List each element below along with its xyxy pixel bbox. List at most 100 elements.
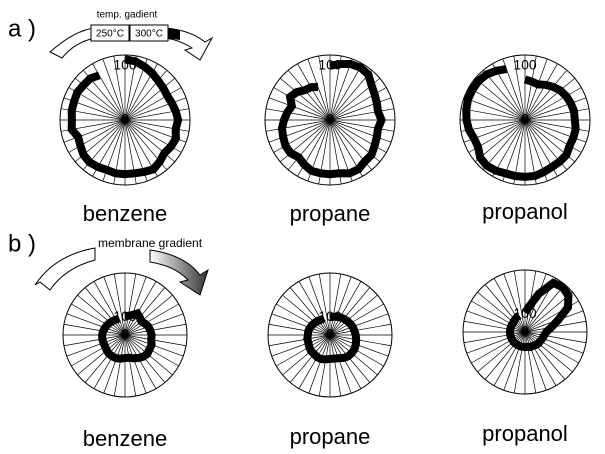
temp-box [129, 24, 169, 42]
spoke [524, 331, 537, 394]
spoke [524, 331, 587, 344]
spoke [524, 331, 547, 391]
spoke [298, 334, 331, 389]
spoke [329, 313, 389, 336]
r-tick-label: 100 [513, 57, 537, 73]
spoke [268, 323, 331, 336]
chart-title: benzene [83, 201, 167, 226]
spoke [103, 276, 126, 336]
temp-box [90, 24, 130, 42]
spoke [329, 119, 392, 143]
spoke [63, 334, 126, 347]
spoke [282, 334, 331, 376]
spoke [484, 331, 526, 380]
spoke [524, 331, 557, 386]
spoke [113, 273, 126, 336]
radar-trace [462, 65, 580, 181]
spoke [503, 273, 526, 333]
spoke [289, 334, 331, 383]
spoke [463, 320, 526, 333]
radar-trace [277, 60, 386, 179]
spoke [124, 303, 179, 336]
spoke [124, 334, 137, 397]
spoke [308, 276, 331, 336]
spoke [471, 300, 526, 333]
spoke [124, 334, 157, 389]
spoke [298, 281, 331, 336]
spoke [524, 331, 573, 373]
spoke [77, 294, 126, 336]
spoke [524, 63, 558, 121]
radar-trace [505, 278, 573, 352]
spoke [329, 97, 392, 121]
panel-label: a ) [8, 15, 36, 42]
spoke [66, 334, 126, 357]
radar-trace [303, 312, 361, 364]
chart-title: propanol [482, 199, 568, 224]
spoke [329, 303, 384, 336]
spoke [477, 331, 526, 373]
radar-trace [67, 55, 183, 179]
spoke [492, 119, 526, 177]
spoke [329, 108, 395, 121]
spoke [282, 294, 331, 336]
spoke [268, 119, 331, 143]
spoke [63, 323, 126, 336]
spoke [471, 331, 526, 364]
spoke [103, 334, 126, 394]
annotation: 250°C [96, 29, 124, 40]
spoke [329, 276, 352, 336]
spoke [124, 313, 184, 336]
spoke [308, 334, 331, 394]
panel-label: b ) [8, 230, 36, 257]
spoke [524, 108, 590, 121]
spoke [124, 281, 157, 336]
spoke [276, 334, 331, 367]
spoke [513, 331, 526, 394]
spoke [318, 55, 331, 121]
annotation: membrane gradient [98, 236, 203, 250]
spoke [513, 270, 526, 333]
spoke [493, 331, 526, 386]
spoke [524, 331, 579, 364]
spoke [124, 77, 176, 121]
spoke [271, 334, 331, 357]
annotation: temp. gadient [97, 10, 158, 21]
spoke [524, 331, 566, 380]
r-tick-label: 0 [121, 111, 129, 127]
spoke [524, 284, 566, 333]
spoke [524, 77, 576, 121]
spoke [124, 334, 147, 394]
spoke [329, 281, 362, 336]
r-tick-label: 0 [326, 111, 334, 127]
spoke [113, 55, 126, 121]
spoke [71, 303, 126, 336]
spoke [124, 273, 137, 336]
spoke [287, 69, 331, 121]
arrow-right [149, 249, 209, 296]
spoke [124, 294, 173, 336]
spoke [329, 119, 395, 132]
spoke [265, 108, 331, 121]
spoke [524, 97, 587, 121]
arrow-left [34, 247, 96, 291]
spoke [63, 119, 126, 143]
spoke [329, 63, 363, 121]
arrow-left [49, 27, 96, 59]
spoke [329, 294, 378, 336]
spoke [268, 97, 331, 121]
spoke [287, 119, 331, 171]
spoke [124, 87, 182, 121]
spoke [329, 69, 373, 121]
chart-title: propanol [482, 421, 568, 446]
spoke [124, 276, 147, 336]
spoke [329, 273, 342, 336]
spoke [279, 77, 331, 121]
spoke [503, 331, 526, 391]
spoke [66, 313, 126, 336]
spoke [93, 281, 126, 336]
spoke [297, 63, 331, 121]
spoke [466, 310, 526, 333]
